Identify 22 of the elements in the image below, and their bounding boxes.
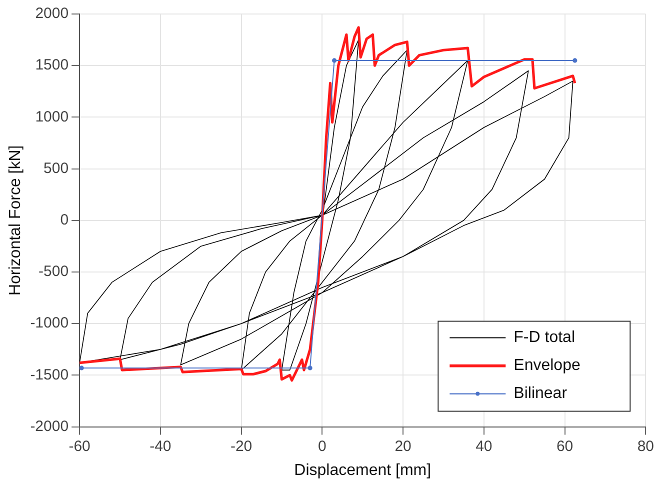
y-tick-label: -1500 — [30, 366, 69, 384]
y-tick-label: -2000 — [30, 418, 69, 435]
x-tick-label: 80 — [637, 438, 654, 455]
x-tick-label: -40 — [150, 438, 172, 455]
y-tick-label: -500 — [38, 263, 69, 280]
x-tick-label: 20 — [394, 438, 412, 455]
x-tick-label: 60 — [556, 438, 574, 455]
x-tick-label: 0 — [318, 438, 326, 455]
x-tick-label: -20 — [230, 438, 252, 455]
x-axis-title: Displacement [mm] — [294, 462, 432, 479]
y-tick-label: 1500 — [35, 56, 69, 74]
y-tick-label: 0 — [60, 212, 69, 229]
y-tick-label: 1000 — [35, 108, 69, 126]
y-tick-label: -1000 — [30, 314, 69, 332]
x-tick-label: -60 — [68, 438, 90, 455]
legend-label: F-D total — [514, 329, 575, 346]
y-tick-label: 2000 — [35, 5, 69, 22]
legend-label: Envelope — [514, 357, 580, 374]
y-axis-title: Horizontal Force [kN] — [7, 145, 24, 296]
x-tick-label: 40 — [476, 438, 492, 455]
legend-label: Bilinear — [514, 385, 568, 402]
y-tick-label: 500 — [44, 160, 69, 177]
